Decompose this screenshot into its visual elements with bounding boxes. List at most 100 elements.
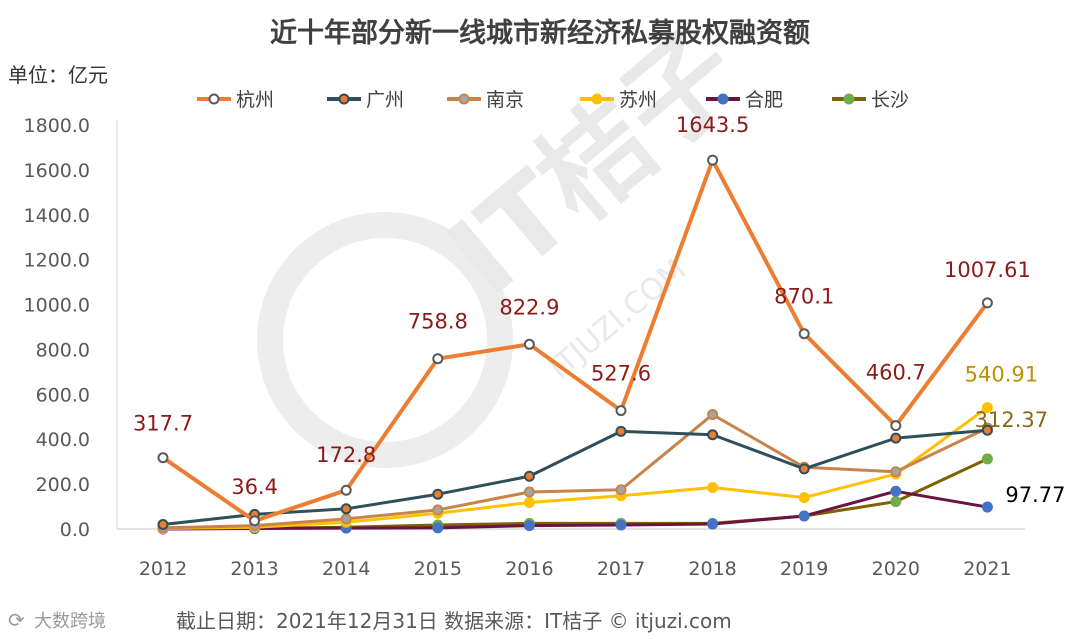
y-tick-label: 200.0	[36, 474, 90, 496]
x-tick-label: 2021	[963, 558, 1011, 580]
data-label: 1643.5	[676, 113, 749, 137]
y-tick-label: 1800.0	[24, 115, 90, 137]
data-point	[523, 470, 535, 482]
y-tick-label: 1200.0	[24, 250, 90, 272]
legend-label: 杭州	[236, 89, 274, 111]
y-axis: 0.0 200.0 400.0 600.0 800.0 1000.0 1200.0 1400.…	[24, 115, 118, 541]
data-point	[615, 405, 627, 417]
brand-text: 大数跨境	[34, 611, 106, 632]
footer-source: 截止日期：2021年12月31日 数据来源：IT桔子 © itjuzi.com	[176, 609, 732, 633]
legend-item: 广州	[327, 89, 404, 111]
series-广州	[157, 424, 993, 531]
data-label: 97.77	[1005, 483, 1065, 507]
x-tick-label: 2020	[872, 558, 920, 580]
data-point	[249, 515, 261, 527]
data-point	[707, 518, 719, 530]
data-point	[890, 432, 902, 444]
brand-logo-icon: ⟳	[8, 608, 25, 632]
watermark: IT桔子 ITJUZI.COM	[257, 6, 764, 468]
data-point	[707, 154, 719, 166]
y-tick-label: 400.0	[36, 429, 90, 451]
legend-swatch-marker	[208, 93, 220, 105]
legend-label: 合肥	[745, 89, 783, 111]
legend-item: 南京	[447, 89, 524, 111]
series-line	[162, 428, 988, 527]
chart-title: 近十年部分新一线城市新经济私募股权融资额	[270, 17, 810, 49]
x-tick-label: 2019	[780, 558, 828, 580]
y-tick-label: 600.0	[36, 384, 90, 406]
x-tick-label: 2014	[322, 558, 370, 580]
data-point	[523, 497, 535, 509]
series-line	[162, 406, 989, 531]
legend-item: 苏州	[580, 89, 657, 111]
data-label: 540.91	[965, 363, 1038, 387]
legend-swatch-marker	[591, 93, 603, 105]
legend-item: 长沙	[832, 89, 909, 111]
data-point	[157, 452, 169, 464]
data-point	[798, 510, 810, 522]
data-label: 870.1	[774, 285, 834, 309]
data-point	[981, 297, 993, 309]
watermark-logo-ring	[257, 212, 513, 468]
data-point	[432, 522, 444, 534]
data-label: 317.7	[133, 412, 193, 436]
data-point	[798, 463, 810, 475]
legend: 杭州 广州 南京 苏州 合肥 长沙	[197, 89, 909, 111]
y-tick-label: 1600.0	[24, 160, 90, 182]
data-point	[890, 420, 902, 432]
x-axis: 2012 2013 2014 2015 2016 2017 2018 2019 2020 2021	[117, 528, 1025, 580]
series-line	[161, 158, 990, 523]
legend-item: 合肥	[706, 89, 783, 111]
y-tick-label: 1400.0	[24, 205, 90, 227]
data-point	[432, 353, 444, 365]
data-point	[707, 481, 719, 493]
data-point	[798, 328, 810, 340]
data-point	[523, 520, 535, 532]
data-labels: 317.7 36.4 172.8 758.8 822.9 527.6 1643.5 870.1…	[133, 113, 1066, 507]
y-tick-label: 0.0	[60, 519, 90, 541]
legend-swatch-marker	[843, 93, 855, 105]
legend-label: 南京	[486, 89, 524, 111]
legend-swatch-marker	[338, 93, 350, 105]
legend-item: 杭州	[197, 89, 274, 111]
y-tick-label: 800.0	[36, 339, 90, 361]
footer: ⟳ 大数跨境 截止日期：2021年12月31日 数据来源：IT桔子 © itju…	[8, 608, 732, 633]
data-point	[340, 484, 352, 496]
data-label: 36.4	[231, 475, 278, 499]
series-长沙	[157, 453, 993, 535]
data-label: 172.8	[316, 443, 376, 467]
series-line	[162, 489, 988, 531]
data-point	[890, 466, 902, 478]
x-tick-label: 2016	[505, 558, 553, 580]
legend-swatch-marker	[458, 93, 470, 105]
legend-label: 苏州	[619, 89, 657, 111]
legend-label: 长沙	[871, 89, 909, 111]
data-point	[615, 484, 627, 496]
data-label: 758.8	[408, 310, 468, 334]
data-label: 527.6	[591, 362, 651, 386]
x-tick-label: 2012	[139, 558, 187, 580]
data-label: 312.37	[975, 408, 1048, 432]
legend-swatch-marker	[717, 93, 729, 105]
x-tick-label: 2013	[230, 558, 278, 580]
data-point	[707, 409, 719, 421]
data-label: 460.7	[866, 361, 926, 385]
data-point	[981, 402, 993, 414]
x-tick-label: 2015	[414, 558, 462, 580]
series-line	[162, 413, 989, 530]
data-point	[981, 424, 993, 436]
y-tick-label: 1000.0	[24, 295, 90, 317]
data-point	[157, 519, 169, 531]
legend-label: 广州	[366, 89, 404, 111]
data-label: 822.9	[499, 295, 559, 319]
data-point	[523, 486, 535, 498]
data-point	[615, 425, 627, 437]
x-tick-label: 2018	[688, 558, 736, 580]
data-point	[981, 453, 993, 465]
data-point	[523, 338, 535, 350]
plot-area	[157, 154, 993, 535]
data-point	[340, 503, 352, 515]
unit-label: 单位：亿元	[8, 63, 108, 87]
data-point	[981, 501, 993, 513]
